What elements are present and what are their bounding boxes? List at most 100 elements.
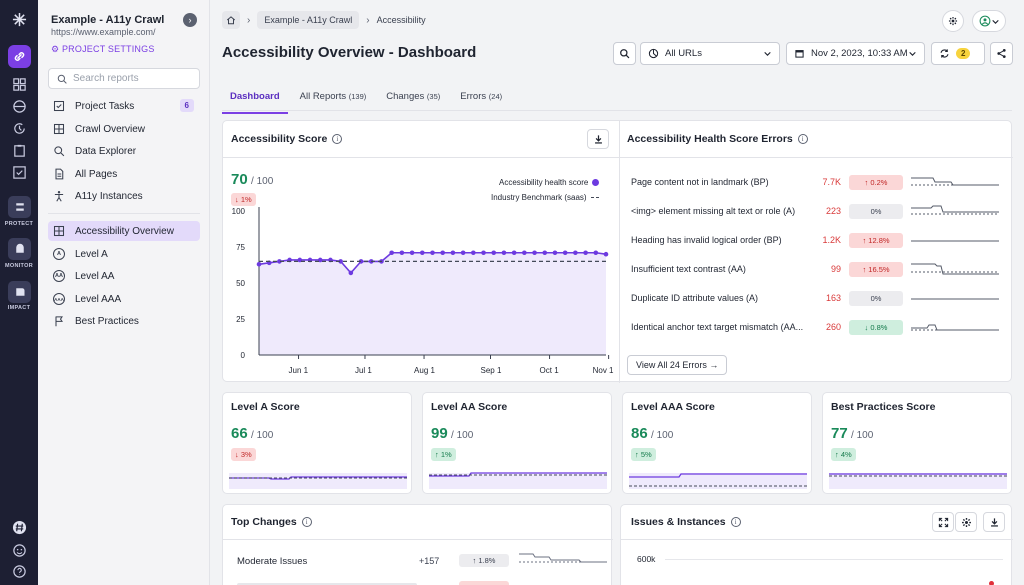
dashboard-tabs: Dashboard All Reports (139) Changes (35)… bbox=[222, 88, 514, 114]
url-filter-value: All URLs bbox=[665, 48, 702, 59]
accessibility-icon bbox=[53, 190, 65, 202]
card-divider bbox=[223, 539, 613, 540]
compare-button[interactable]: 2 bbox=[931, 42, 985, 65]
view-all-errors-button[interactable]: View All 24 Errors → bbox=[627, 355, 728, 375]
history-icon[interactable] bbox=[0, 121, 38, 136]
breadcrumb-project[interactable]: Example - A11y Crawl bbox=[257, 11, 360, 29]
legend-benchmark: Industry Benchmark (saas) bbox=[491, 193, 599, 202]
search-icon bbox=[53, 145, 65, 157]
chart-settings-button[interactable] bbox=[955, 512, 977, 532]
level-a-badge: A bbox=[53, 248, 65, 260]
level-delta-badge: ↑ 1% bbox=[431, 448, 456, 461]
level-score-card[interactable]: Level A Score 66 / 100 ↓ 3% bbox=[222, 392, 412, 494]
project-collapse-icon[interactable]: › bbox=[183, 13, 197, 27]
y-tick-label: 50 bbox=[236, 279, 245, 288]
level-sparkline bbox=[229, 473, 407, 489]
sidebar-divider bbox=[48, 213, 200, 214]
level-score-value: 86 bbox=[631, 425, 648, 442]
impact-icon[interactable] bbox=[8, 281, 31, 303]
sidebar-item-accessibility-overview[interactable]: Accessibility Overview bbox=[48, 221, 200, 241]
hash-icon[interactable] bbox=[0, 520, 38, 535]
card-title-text: Accessibility Score bbox=[231, 133, 328, 145]
level-sparkline bbox=[829, 473, 1007, 489]
logo-icon[interactable] bbox=[0, 12, 38, 27]
level-score-of: / 100 bbox=[251, 430, 274, 441]
level-score-card[interactable]: Level AA Score 99 / 100 ↑ 1% bbox=[422, 392, 612, 494]
protect-icon[interactable] bbox=[8, 196, 31, 218]
level-aaa-badge: AAA bbox=[53, 293, 65, 305]
legend-health-label: Accessibility health score bbox=[499, 178, 589, 187]
chevron-down-icon bbox=[909, 51, 916, 56]
error-count: 163 bbox=[825, 293, 841, 303]
download-icon bbox=[990, 517, 998, 527]
tab-changes[interactable]: Changes (35) bbox=[378, 88, 448, 114]
sidebar-item-data-explorer[interactable]: Data Explorer bbox=[48, 141, 200, 161]
sidebar-item-all-pages[interactable]: All Pages bbox=[48, 164, 200, 184]
search-button[interactable] bbox=[613, 42, 636, 65]
error-row[interactable]: Heading has invalid logical order (BP) 1.… bbox=[631, 231, 1009, 249]
error-row[interactable]: Insufficient text contrast (AA) 99 ↑ 16.5% bbox=[631, 260, 1009, 278]
level-score-card[interactable]: Level AAA Score 86 / 100 ↑ 5% bbox=[622, 392, 812, 494]
sidebar-item-label: Project Tasks bbox=[75, 100, 135, 112]
monitor-icon[interactable] bbox=[8, 238, 31, 260]
smiley-icon[interactable] bbox=[0, 543, 38, 558]
dashboard-icon[interactable] bbox=[0, 77, 38, 92]
sidebar-item-a11y-instances[interactable]: A11y Instances bbox=[48, 186, 200, 206]
download-button[interactable] bbox=[587, 129, 609, 149]
tab-errors[interactable]: Errors (24) bbox=[452, 88, 510, 114]
project-name[interactable]: Example - A11y Crawl bbox=[51, 14, 165, 26]
info-icon[interactable]: i bbox=[730, 517, 741, 527]
sidebar-item-level-aaa[interactable]: AAA Level AAA bbox=[48, 289, 200, 309]
tab-all-reports[interactable]: All Reports (139) bbox=[292, 88, 375, 114]
level-delta-wrap: ↑ 4% bbox=[831, 446, 856, 461]
help-icon[interactable] bbox=[0, 564, 38, 579]
date-select[interactable]: Nov 2, 2023, 10:33 AM bbox=[786, 42, 925, 65]
error-sparkline bbox=[911, 240, 999, 242]
change-row-placeholder bbox=[237, 583, 417, 585]
error-row[interactable]: Identical anchor text target mismatch (A… bbox=[631, 318, 1009, 336]
sidebar-item-label: Crawl Overview bbox=[75, 123, 146, 135]
date-value: Nov 2, 2023, 10:33 AM bbox=[811, 48, 908, 59]
error-row[interactable]: <img> element missing alt text or role (… bbox=[631, 202, 1009, 220]
chevron-down-icon bbox=[991, 19, 999, 24]
error-row[interactable]: Duplicate ID attribute values (A) 163 0% bbox=[631, 289, 1009, 307]
search-input[interactable]: Search reports bbox=[48, 68, 200, 89]
level-score-card[interactable]: Best Practices Score 77 / 100 ↑ 4% bbox=[822, 392, 1012, 494]
change-row-sparkline bbox=[519, 553, 607, 563]
breadcrumb: › Example - A11y Crawl › Accessibility bbox=[222, 11, 426, 29]
clipboard-icon[interactable] bbox=[0, 143, 38, 158]
project-settings-link[interactable]: ⚙ PROJECT SETTINGS bbox=[51, 44, 155, 54]
home-icon[interactable] bbox=[222, 11, 240, 29]
settings-button[interactable] bbox=[942, 10, 964, 32]
url-filter-select[interactable]: All URLs bbox=[640, 42, 780, 65]
error-label: Insufficient text contrast (AA) bbox=[631, 264, 746, 274]
sidebar-item-label: Best Practices bbox=[75, 315, 139, 327]
top-changes-title: Top Changes i bbox=[231, 516, 312, 528]
gauge-icon[interactable] bbox=[0, 99, 38, 114]
sidebar-item-level-a[interactable]: A Level A bbox=[48, 244, 200, 264]
tab-dashboard[interactable]: Dashboard bbox=[222, 88, 288, 114]
download-button[interactable] bbox=[983, 512, 1005, 532]
tab-label: Errors bbox=[460, 91, 487, 102]
legend-health: Accessibility health score bbox=[499, 178, 600, 187]
error-change-badge: ↑ 0.2% bbox=[849, 174, 903, 190]
score-delta-badge: ↓ 1% bbox=[231, 193, 256, 206]
segment-icon bbox=[648, 48, 659, 59]
sidebar-item-best-practices[interactable]: Best Practices bbox=[48, 311, 200, 331]
info-icon[interactable]: i bbox=[332, 134, 343, 144]
error-row[interactable]: Page content not in landmark (BP) 7.7K ↑ 0… bbox=[631, 173, 1009, 191]
expand-button[interactable] bbox=[932, 512, 954, 532]
sidebar-item-level-aa[interactable]: AA Level AA bbox=[48, 266, 200, 286]
user-menu-button[interactable] bbox=[972, 10, 1006, 32]
link-icon[interactable] bbox=[8, 45, 31, 68]
share-button[interactable] bbox=[990, 42, 1013, 65]
info-icon[interactable]: i bbox=[301, 517, 312, 527]
checklist-icon[interactable] bbox=[0, 165, 38, 180]
info-icon[interactable]: i bbox=[797, 134, 808, 144]
health-score-point bbox=[358, 259, 364, 264]
legend-benchmark-label: Industry Benchmark (saas) bbox=[491, 193, 587, 202]
sidebar-item-project-tasks[interactable]: Project Tasks 6 bbox=[48, 96, 200, 116]
tab-label: All Reports bbox=[299, 91, 347, 102]
sidebar-item-crawl-overview[interactable]: Crawl Overview bbox=[48, 119, 200, 139]
errors-card-title: Accessibility Health Score Errors i bbox=[627, 133, 808, 145]
